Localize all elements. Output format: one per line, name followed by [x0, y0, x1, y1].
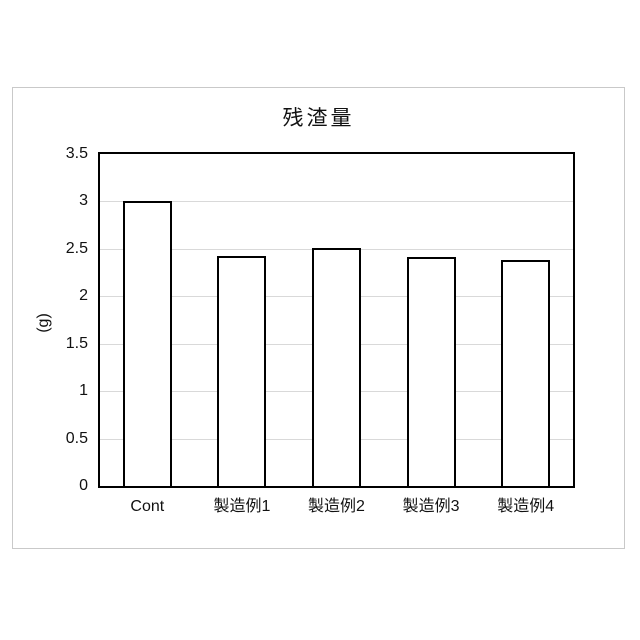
x-category-label: Cont [130, 498, 165, 515]
y-tick-label: 3 [79, 192, 88, 210]
x-category-label: 製造例2 [308, 498, 365, 515]
y-tick-label: 3.5 [65, 145, 88, 162]
chart-figure: 残渣量 (g) 0 0.5 1 1.5 2 2.5 3 3.5 Cont 製造例1 製造例2 製造例3… [12, 87, 625, 549]
y-tick-label: 1 [79, 382, 88, 400]
chart-bar [501, 260, 551, 486]
y-tick-label: 2.5 [65, 239, 88, 257]
gridline [100, 201, 573, 203]
chart-bar [406, 257, 456, 486]
y-tick-label: 2 [79, 287, 88, 305]
y-tick-label: 0 [79, 477, 88, 494]
chart-bar [312, 247, 361, 486]
plot-area [98, 152, 575, 488]
x-category-label: 製造例1 [213, 498, 271, 515]
chart-bar [217, 256, 267, 486]
x-category-label: 製造例4 [497, 498, 555, 515]
y-tick-label: 1.5 [65, 334, 88, 352]
chart-title: 残渣量 [282, 107, 355, 130]
x-category-label: 製造例3 [402, 498, 460, 515]
chart-bar [122, 201, 172, 486]
y-tick-label: 0.5 [65, 429, 88, 447]
